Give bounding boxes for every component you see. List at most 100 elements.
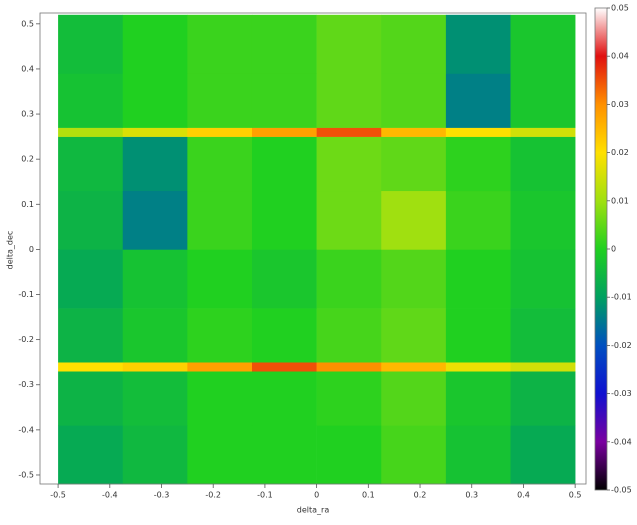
heat-cell [316,425,382,485]
heat-cell [445,425,511,485]
x-tick-label: -0.4 [102,491,118,500]
heat-cell [381,73,447,128]
colorbar-tick-label: 0.04 [611,52,629,61]
heat-cell [58,425,124,485]
heat-cell [58,190,124,250]
heat-cell [316,73,382,128]
heat-cell [316,371,382,426]
colorbar-tick-label: -0.03 [611,389,632,398]
x-tick-label: -0.3 [154,491,170,500]
heat-cell [445,190,511,250]
heat-cell [381,190,447,250]
x-tick-label: -0.5 [50,491,66,500]
heat-cell [187,371,253,426]
colorbar-tick-label: 0 [611,245,616,254]
colorbar-tick-label: 0.01 [611,196,629,205]
heat-cell [251,127,317,137]
y-tick-label: 0.1 [21,200,34,209]
heat-cell [381,425,447,485]
heat-cell [510,362,576,372]
heat-cell [187,362,253,372]
y-tick-label: -0.1 [18,290,34,299]
x-tick-label: -0.1 [257,491,273,500]
colorbar-tick-label: -0.01 [611,293,632,302]
heat-cell [445,308,511,363]
colorbar-tick-label: 0.02 [611,148,629,157]
heat-cell [445,136,511,192]
colorbar-tick-label: -0.02 [611,341,632,350]
y-tick-label: -0.2 [18,335,34,344]
heat-cell [251,371,317,426]
heat-cell [187,425,253,485]
heat-cell [251,14,317,74]
heat-cell [122,127,188,137]
heat-cell [58,14,124,74]
y-tick-label: 0.5 [21,19,34,28]
heat-cell [58,308,124,363]
heat-cell [381,136,447,192]
x-tick-label: 0.2 [414,491,427,500]
heat-cell [445,371,511,426]
x-tick-label: 0.4 [517,491,530,500]
heat-cell [58,127,124,137]
heat-cell [187,308,253,363]
heat-cell [58,249,124,309]
heat-cell [122,73,188,128]
heat-cell [187,14,253,74]
x-tick-label: 0 [314,491,319,500]
x-axis-label: delta_ra [297,506,330,515]
heat-cell [122,371,188,426]
y-axis-label: delta_dec [6,231,15,270]
heat-cell [316,190,382,250]
heat-cell [122,425,188,485]
heat-cell [122,136,188,192]
heat-cell [510,14,576,74]
colorbar-tick-label: -0.05 [611,486,632,495]
heat-cell [251,308,317,363]
heat-cell [510,371,576,426]
heat-cell [58,362,124,372]
y-tick-label: 0 [29,245,34,254]
x-tick-label: 0.5 [569,491,582,500]
heat-cell [445,14,511,74]
heat-cell [251,136,317,192]
heat-cell [381,127,447,137]
heat-cell [381,308,447,363]
heat-cell [445,249,511,309]
heat-cell [122,308,188,363]
heat-cell [510,190,576,250]
heat-cell [251,249,317,309]
y-tick-label: -0.3 [18,380,34,389]
colorbar-tick-label: 0.03 [611,100,629,109]
heat-cell [187,73,253,128]
heat-cell [445,73,511,128]
heat-cell [381,249,447,309]
x-tick-label: 0.3 [465,491,478,500]
heat-cell [316,127,382,137]
heat-cell [445,127,511,137]
heat-cell [381,371,447,426]
heat-cell [122,14,188,74]
colorbar-tick-label: -0.04 [611,437,632,446]
heat-cell [187,127,253,137]
x-tick-label: 0.1 [362,491,375,500]
heat-cell [122,190,188,250]
heat-cell [58,136,124,192]
heat-cell [510,249,576,309]
heat-cell [316,308,382,363]
y-tick-label: -0.4 [18,425,34,434]
y-tick-label: 0.3 [21,110,34,119]
y-tick-label: 0.4 [21,64,34,73]
heat-cell [510,308,576,363]
heat-cell [316,136,382,192]
y-tick-label: -0.5 [18,470,34,479]
heat-cell [187,190,253,250]
heat-cell [251,362,317,372]
heat-cell [445,362,511,372]
heat-cell [510,127,576,137]
heat-cell [381,362,447,372]
colorbar [594,7,608,491]
heat-cell [510,425,576,485]
heat-cell [58,73,124,128]
